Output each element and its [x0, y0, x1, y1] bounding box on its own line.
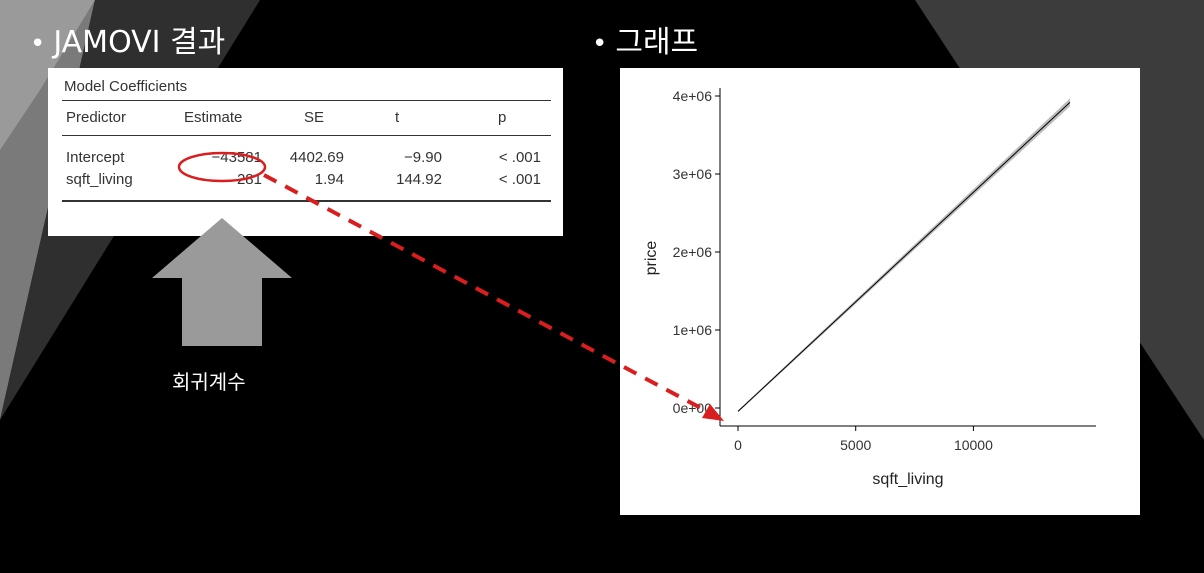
estimate-highlight-ellipse — [177, 151, 267, 183]
cell-predictor: Intercept — [66, 149, 125, 166]
results-heading: • JAMOVI 결과 — [30, 26, 225, 61]
cell-t: −9.90 — [404, 149, 442, 166]
table-title: Model Coefficients — [62, 76, 551, 101]
header-predictor: Predictor — [66, 109, 127, 126]
table-header-row: Predictor Estimate SE t p — [62, 101, 551, 136]
y-tick-label: 3e+06 — [673, 166, 713, 182]
y-ticks: 0e+00 1e+06 2e+06 3e+06 4e+06 — [673, 88, 720, 416]
header-p: p — [498, 109, 507, 126]
header-se: SE — [304, 109, 325, 126]
table-row: sqft_living 281 1.94 144.92 < .001 — [62, 168, 551, 190]
x-ticks: 0 5000 10000 — [734, 426, 993, 453]
y-tick-label: 4e+06 — [673, 88, 713, 104]
cell-p: < .001 — [498, 149, 541, 166]
y-axis-label: price — [643, 241, 660, 276]
regression-coefficient-label: 회귀계수 — [172, 370, 246, 394]
header-t: t — [395, 109, 400, 126]
bullet: • — [592, 29, 608, 59]
cell-t: 144.92 — [396, 171, 442, 188]
bullet: • — [30, 29, 46, 59]
y-tick-label: 0e+00 — [673, 400, 713, 416]
table-row: Intercept −43581 4402.69 −9.90 < .001 — [62, 146, 551, 168]
cell-predictor: sqft_living — [66, 171, 133, 188]
model-coefficients-table: Model Coefficients Predictor Estimate SE… — [48, 68, 563, 236]
regression-plot: 0e+00 1e+06 2e+06 3e+06 4e+06 0 5000 10000 sqf… — [643, 88, 1096, 488]
regression-plot-panel: 0e+00 1e+06 2e+06 3e+06 4e+06 0 5000 10000 sqf… — [620, 68, 1140, 515]
regression-line — [737, 101, 1071, 412]
intercept-pointer-line — [263, 173, 713, 416]
up-arrow-icon — [152, 218, 292, 346]
x-axis-label: sqft_living — [872, 471, 943, 488]
cell-se: 4402.69 — [289, 149, 344, 166]
y-tick-label: 2e+06 — [673, 244, 713, 260]
intercept-pointer-arrowhead — [702, 404, 724, 421]
cell-se: 1.94 — [314, 171, 344, 188]
series-group — [737, 98, 1071, 413]
bg-left-corner — [0, 0, 95, 150]
header-estimate: Estimate — [184, 109, 243, 126]
cell-p: < .001 — [498, 171, 541, 188]
graph-heading: • 그래프 — [592, 26, 698, 61]
table-bottom-rule — [62, 200, 551, 202]
table-body: Intercept −43581 4402.69 −9.90 < .001 sq… — [62, 136, 551, 190]
x-tick-label: 10000 — [954, 437, 993, 453]
results-heading-text: JAMOVI 결과 — [53, 25, 226, 60]
x-tick-label: 0 — [734, 437, 742, 453]
x-tick-label: 5000 — [840, 437, 871, 453]
y-tick-label: 1e+06 — [673, 322, 713, 338]
graph-heading-text: 그래프 — [615, 25, 699, 60]
